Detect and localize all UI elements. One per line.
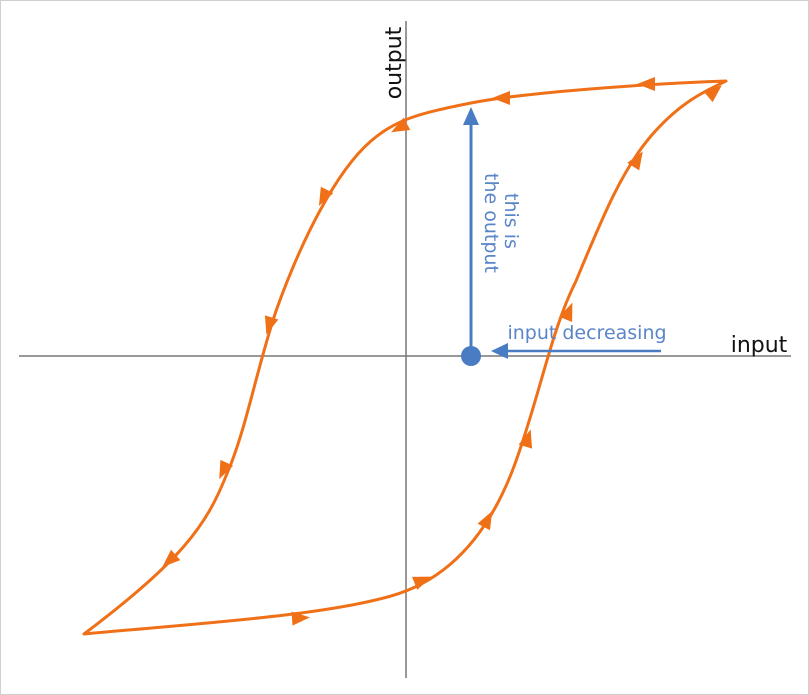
- direction-arrow: [162, 549, 181, 568]
- y-axis-label: output: [382, 26, 407, 99]
- direction-arrow: [492, 91, 510, 105]
- loop-arrows: [162, 77, 722, 626]
- operating-point: [461, 346, 481, 366]
- direction-arrow: [637, 77, 655, 91]
- output-note-line: this is: [500, 193, 522, 249]
- input-arrow-head: [491, 343, 508, 359]
- output-note-line: the output: [480, 173, 502, 273]
- direction-arrow: [559, 302, 573, 322]
- hysteresis-loop: [82, 79, 728, 636]
- direction-arrow: [219, 459, 234, 480]
- direction-arrow: [391, 117, 411, 133]
- direction-arrow: [518, 429, 533, 449]
- direction-arrow: [291, 611, 310, 626]
- x-axis-label: input: [731, 333, 788, 358]
- output-arrow-head: [463, 107, 479, 125]
- direction-arrow: [412, 576, 432, 590]
- direction-arrow: [318, 186, 334, 207]
- direction-arrow: [627, 151, 643, 171]
- direction-arrow: [703, 85, 722, 103]
- input-note: input decreasing: [507, 322, 666, 344]
- direction-arrow: [264, 315, 279, 335]
- direction-arrow: [477, 511, 493, 531]
